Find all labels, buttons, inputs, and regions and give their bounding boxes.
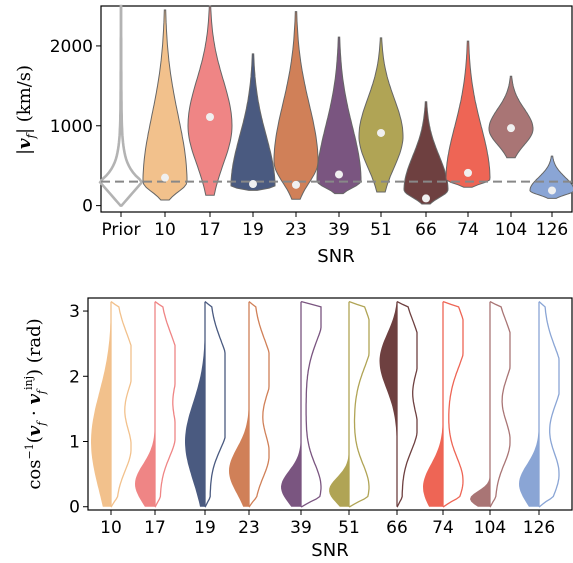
top-x-tick-label: 74 [457,220,479,240]
bottom-y-tick-label: 0 [69,498,80,518]
top-violin-Prior [98,4,144,207]
top-x-tick-label: 17 [199,220,221,240]
top-x-tick-label: 23 [285,220,307,240]
bottom-x-tick-label: 104 [474,518,506,538]
bottom-x-tick-label: 51 [338,518,360,538]
top-x-tick-label: 126 [536,220,568,240]
bottom-x-tick-label: 66 [386,518,408,538]
top-violin-126 [529,155,573,199]
bottom-violin-filled-23 [229,301,249,507]
top-x-tick-label: 51 [370,220,392,240]
top-x-tick-label: 19 [242,220,264,240]
bottom-y-tick-label: 3 [69,302,80,322]
top-median-39 [335,170,343,179]
top-violin-39 [316,36,362,195]
top-x-tick-label: 39 [328,220,350,240]
top-y-tick-label: 1000 [50,117,93,137]
top-x-axis-label: SNR [317,246,354,267]
top-violin-23 [273,11,319,200]
top-violin-17 [187,5,233,196]
bottom-violin-outline-51 [349,301,370,508]
top-panel: 0 1000 2000 Prior 10 17 19 23 39 51 66 74 104 126 SN… [14,4,573,267]
bottom-x-tick-label: 17 [144,518,166,538]
top-violin-10 [142,9,188,201]
bottom-violins [91,301,560,508]
top-x-tick-label: 10 [154,220,176,240]
bottom-y-tick-label: 2 [69,367,80,387]
top-medians [161,112,556,203]
top-violins [98,4,573,207]
bottom-violin-outline-17 [154,301,176,508]
top-plot-frame [100,5,573,213]
bottom-x-tick-label: 126 [523,518,555,538]
top-x-tick-label: 104 [495,220,527,240]
top-y-axis-label: |vf| (km/s) [14,65,38,155]
top-x-tick-label: 66 [415,220,437,240]
top-median-51 [377,128,385,137]
top-median-66 [422,194,430,203]
top-median-10 [161,173,169,182]
bottom-y-tick-label: 1 [69,433,80,453]
bottom-y-ticks: 0 1 2 3 [69,302,88,518]
bottom-x-tick-label: 74 [432,518,454,538]
bottom-violin-outline-23 [248,301,270,508]
bottom-violin-outline-39 [301,301,322,508]
top-median-17 [206,112,214,121]
bottom-x-ticks: 10 17 19 23 39 51 66 74 104 126 [100,510,555,538]
top-median-19 [249,180,257,189]
top-x-tick-label: Prior [101,220,140,240]
bottom-violin-outline-19 [204,301,226,508]
bottom-x-tick-label: 10 [100,518,122,538]
bottom-violin-filled-66 [379,301,397,507]
bottom-violin-filled-104 [470,301,490,507]
bottom-violin-filled-10 [91,301,111,507]
bottom-x-tick-label: 39 [290,518,312,538]
bottom-violin-outline-74 [443,301,464,508]
top-violin-74 [445,40,491,188]
bottom-x-tick-label: 23 [238,518,260,538]
top-violin-104 [488,75,534,159]
bottom-violin-filled-126 [519,301,539,507]
top-median-126 [548,186,556,195]
bottom-violin-filled-19 [185,301,205,507]
bottom-violin-filled-39 [281,301,301,507]
bottom-x-axis-label: SNR [311,540,348,561]
top-violin-51 [358,37,404,193]
bottom-violin-filled-51 [329,301,349,507]
top-violin-66 [403,101,449,205]
top-median-23 [292,180,300,189]
bottom-violin-filled-17 [135,301,155,507]
top-violin-19 [230,53,276,191]
bottom-violin-outline-66 [396,301,418,508]
bottom-violin-outline-10 [110,301,132,508]
top-median-104 [507,124,515,133]
top-y-tick-label: 2000 [50,37,93,57]
top-median-74 [464,168,472,177]
bottom-plot-frame [87,297,573,511]
bottom-violin-filled-74 [423,301,443,507]
top-x-ticks: Prior 10 17 19 23 39 51 66 74 104 126 [101,212,568,240]
bottom-violin-outline-126 [538,301,560,508]
bottom-y-axis-label: cos−1(vf · vfinj) (rad) [22,318,48,489]
top-y-tick-label: 0 [82,197,93,217]
top-y-ticks: 0 1000 2000 [50,37,101,217]
bottom-violin-outline-104 [489,301,511,508]
bottom-x-tick-label: 19 [194,518,216,538]
